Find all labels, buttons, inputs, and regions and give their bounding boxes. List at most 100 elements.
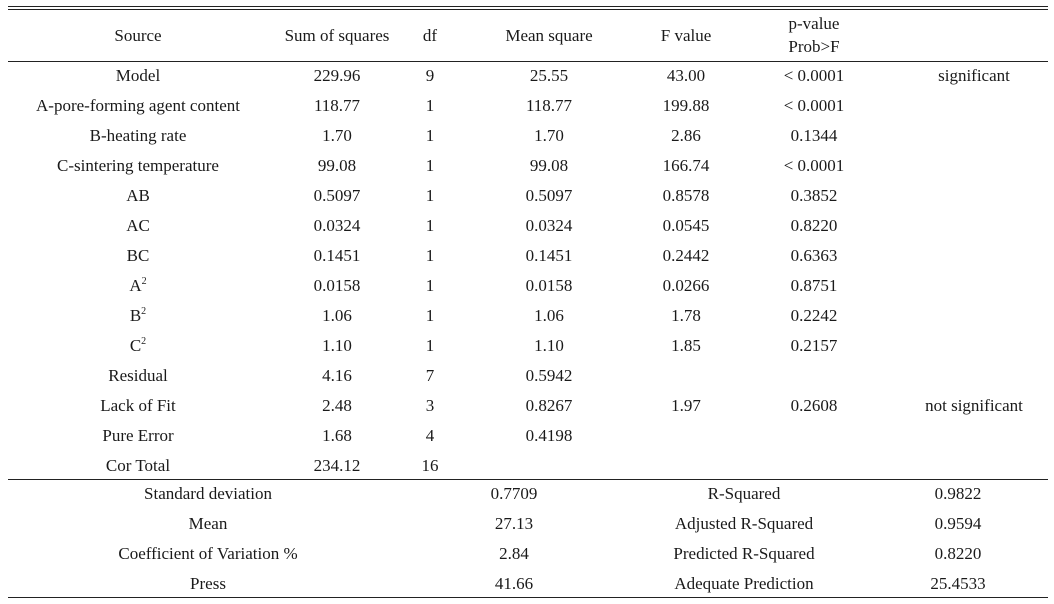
table-row: A2 0.0158 1 0.0158 0.0266 0.8751 (8, 271, 1048, 301)
source-cell: Lack of Fit (8, 391, 268, 421)
p-value-cell: < 0.0001 (783, 96, 845, 115)
header-source: Source (114, 25, 162, 45)
header-rule (8, 61, 1048, 62)
p-value-cell: 0.3852 (790, 186, 838, 205)
df-cell: 1 (425, 336, 435, 355)
stat-label2-cell: R-Squared (707, 484, 781, 503)
f-value-cell: 43.00 (666, 66, 706, 85)
f-value-cell: 0.0266 (662, 276, 710, 295)
f-value-cell: 1.78 (671, 306, 701, 325)
f-value-cell: 0.8578 (662, 186, 710, 205)
table-row: C-sintering temperature 99.08 1 99.08 166.74… (8, 151, 1048, 181)
df-cell: 1 (425, 156, 435, 175)
header-f-value: F value (660, 25, 712, 45)
p-value-cell: 0.1344 (790, 126, 838, 145)
sum-of-squares-cell: 0.1451 (313, 246, 361, 265)
table-row: A-pore-forming agent content 118.77 1 118.7… (8, 91, 1048, 121)
table-row: AC 0.0324 1 0.0324 0.0545 0.8220 (8, 211, 1048, 241)
table-row: B-heating rate 1.70 1 1.70 2.86 0.1344 (8, 121, 1048, 151)
significance-cell (900, 241, 1048, 271)
mean-square-cell: 118.77 (525, 96, 573, 115)
mean-square-cell: 0.8267 (525, 396, 573, 415)
significance-cell (900, 271, 1048, 301)
sum-of-squares-cell: 229.96 (313, 66, 361, 85)
sum-of-squares-cell: 1.06 (322, 306, 352, 325)
source-cell: C2 (8, 331, 268, 361)
stat-label-cell: Press (190, 574, 226, 593)
significance-cell: significant (938, 66, 1010, 85)
sum-of-squares-cell: 99.08 (317, 156, 357, 175)
p-value-cell (728, 451, 900, 481)
mean-square-cell: 0.5942 (525, 366, 573, 385)
df-cell: 1 (425, 216, 435, 235)
stat-value2-cell: 0.8220 (934, 544, 982, 563)
fit-stat-row: Press 41.66 Adequate Prediction 25.4533 (8, 569, 1048, 599)
f-value-cell: 166.74 (662, 156, 710, 175)
f-value-cell: 0.2442 (662, 246, 710, 265)
f-value-cell (644, 421, 728, 451)
significance-cell: not significant (925, 396, 1023, 415)
sum-of-squares-cell: 1.68 (322, 426, 352, 445)
stat-value-cell: 41.66 (494, 574, 534, 593)
stat-label-cell: Standard deviation (144, 484, 272, 503)
fit-stat-row: Coefficient of Variation % 2.84 Predicted … (8, 539, 1048, 569)
table-row: C2 1.10 1 1.10 1.85 0.2157 (8, 331, 1048, 361)
superscript-exponent: 2 (141, 336, 147, 347)
header-p-value: p-value Prob>F (728, 9, 900, 61)
header-row: Source Sum of squares df Mean square F v… (8, 9, 1048, 61)
df-cell: 4 (425, 426, 435, 445)
sum-of-squares-cell: 4.16 (322, 366, 352, 385)
significance-cell (900, 361, 1048, 391)
table-row: B2 1.06 1 1.06 1.78 0.2242 (8, 301, 1048, 331)
df-cell: 1 (425, 276, 435, 295)
table-row: Pure Error 1.68 4 0.4198 (8, 421, 1048, 451)
stat-value-cell: 0.7709 (490, 484, 538, 503)
mean-square-cell: 25.55 (529, 66, 569, 85)
top-rule-inner (8, 9, 1048, 10)
source-label: C (129, 336, 142, 355)
sum-of-squares-cell: 0.0158 (313, 276, 361, 295)
significance-cell (900, 451, 1048, 481)
stat-label2-cell: Adequate Prediction (674, 574, 814, 593)
source-cell: A-pore-forming agent content (8, 91, 268, 121)
sum-of-squares-cell: 118.77 (313, 96, 361, 115)
source-cell: B2 (8, 301, 268, 331)
mean-square-cell: 1.70 (534, 126, 564, 145)
source-label: Residual (108, 366, 168, 385)
df-cell: 1 (425, 186, 435, 205)
source-label: Model (115, 66, 161, 85)
source-cell: Pure Error (8, 421, 268, 451)
header-p-value-line2: Prob>F (788, 37, 840, 56)
mean-square-cell: 1.10 (534, 336, 564, 355)
mean-square-cell: 0.5097 (525, 186, 573, 205)
df-cell: 3 (425, 396, 435, 415)
df-cell: 1 (425, 246, 435, 265)
table-row: BC 0.1451 1 0.1451 0.2442 0.6363 (8, 241, 1048, 271)
header-sum-of-squares: Sum of squares (284, 25, 390, 45)
f-value-cell (644, 451, 728, 481)
f-value-cell: 1.97 (671, 396, 701, 415)
p-value-cell: 0.6363 (790, 246, 838, 265)
f-value-cell: 1.85 (671, 336, 701, 355)
fit-statistics-table: Standard deviation 0.7709 R-Squared 0.9822 M… (8, 479, 1048, 599)
source-label: AC (126, 216, 150, 235)
stat-value-cell: 27.13 (494, 514, 534, 533)
source-label: BC (126, 246, 150, 265)
stat-label-cell: Mean (188, 514, 228, 533)
source-label: A (129, 276, 142, 295)
significance-cell (900, 181, 1048, 211)
df-cell: 1 (425, 96, 435, 115)
p-value-cell: < 0.0001 (783, 66, 845, 85)
p-value-cell: 0.2608 (790, 396, 838, 415)
df-cell: 16 (421, 456, 439, 475)
source-cell: Model (8, 61, 268, 91)
stat-value-cell: 2.84 (499, 544, 529, 563)
source-cell: Cor Total (8, 451, 268, 481)
mean-square-cell: 0.0158 (525, 276, 573, 295)
source-cell: AB (8, 181, 268, 211)
significance-cell (900, 211, 1048, 241)
significance-cell (900, 331, 1048, 361)
source-cell: AC (8, 211, 268, 241)
sum-of-squares-cell: 1.70 (322, 126, 352, 145)
significance-cell (900, 421, 1048, 451)
